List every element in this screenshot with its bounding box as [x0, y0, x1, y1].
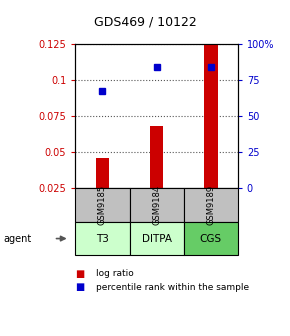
Text: CGS: CGS	[200, 234, 222, 244]
Text: agent: agent	[3, 234, 31, 244]
Text: percentile rank within the sample: percentile rank within the sample	[96, 283, 249, 292]
Text: ■: ■	[75, 269, 85, 279]
Text: GDS469 / 10122: GDS469 / 10122	[94, 15, 196, 28]
Text: ■: ■	[75, 282, 85, 292]
Text: GSM9185: GSM9185	[98, 185, 107, 225]
Text: log ratio: log ratio	[96, 269, 133, 278]
Text: DITPA: DITPA	[142, 234, 172, 244]
Text: GSM9189: GSM9189	[206, 185, 215, 225]
Text: T3: T3	[96, 234, 109, 244]
Bar	[204, 44, 218, 188]
Bar	[96, 158, 109, 188]
Text: GSM9184: GSM9184	[152, 185, 161, 225]
Bar	[150, 126, 163, 188]
